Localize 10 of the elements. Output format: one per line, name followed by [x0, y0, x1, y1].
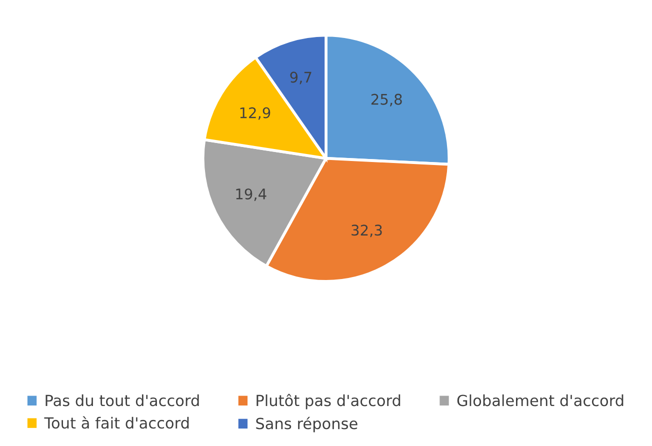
legend-label: Plutôt pas d'accord	[256, 394, 400, 410]
data-label: 19,4	[236, 188, 266, 201]
data-label: 12,9	[240, 107, 270, 120]
data-label: 32,3	[352, 224, 382, 238]
legend-label: Sans réponse	[256, 416, 358, 432]
legend-label: Tout à fait d'accord	[44, 416, 189, 429]
legend-label: Globalement d'accord	[457, 394, 624, 406]
data-label: 25,8	[371, 94, 402, 106]
legend-label: Pas du tout d'accord	[46, 394, 199, 406]
data-label: 9,7	[290, 72, 312, 84]
